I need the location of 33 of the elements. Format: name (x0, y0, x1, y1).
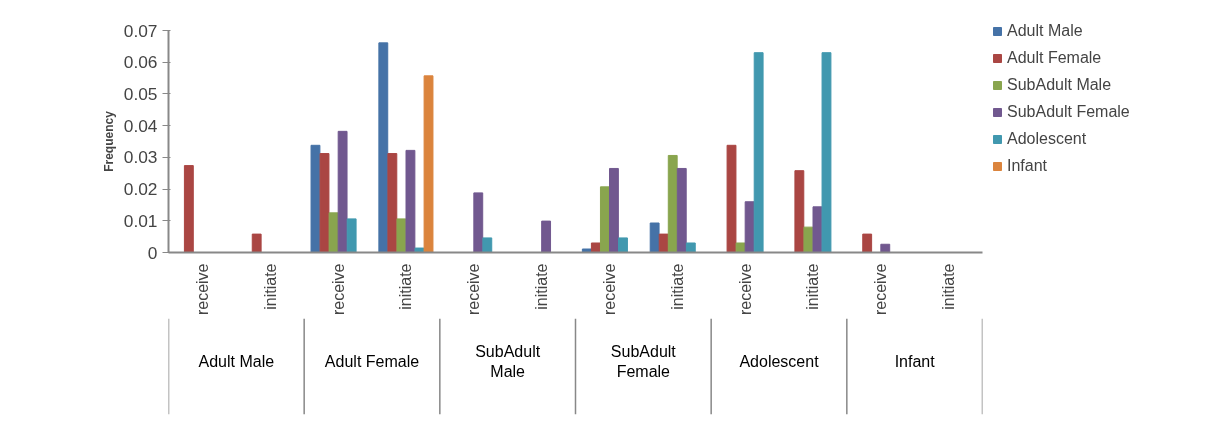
y-axis-title: Frequency (101, 110, 116, 172)
text: SubAdult Male (475, 343, 541, 381)
x-tick-label: receive (600, 263, 618, 316)
x-tick-label: initiate (533, 263, 551, 310)
y-tick-label: 0.05 (123, 83, 158, 104)
text: Adult Male (198, 353, 275, 371)
y-tick-label: 0.07 (123, 20, 158, 41)
x-tick-label: receive (193, 263, 211, 316)
legend-label: Adult Female (1007, 49, 1102, 67)
x-tick-label: initiate (940, 263, 958, 310)
x-tick-label: receive (329, 263, 347, 316)
legend-label: Adolescent (1007, 130, 1087, 148)
x-tick-label: initiate (804, 263, 822, 310)
text: Infant (894, 353, 936, 371)
y-tick-label: 0.01 (123, 210, 158, 231)
x-tick-label: initiate (668, 263, 686, 310)
x-tick-label: receive (465, 263, 483, 316)
legend-label: SubAdult Male (1007, 76, 1112, 94)
legend-label: SubAdult Female (1007, 103, 1130, 121)
x-tick-label: receive (872, 263, 890, 316)
y-tick-label: 0.06 (123, 52, 158, 73)
text: Adolescent (739, 353, 820, 371)
legend-label: Adult Male (1007, 22, 1083, 40)
x-tick-label: initiate (261, 263, 279, 310)
y-tick-label: 0 (147, 242, 158, 263)
x-tick-label: initiate (397, 263, 415, 310)
text: SubAdult Female (610, 343, 677, 381)
y-tick-label: 0.03 (123, 147, 158, 168)
text: Adult Female (324, 353, 420, 371)
y-tick-label: 0.04 (123, 115, 158, 136)
x-tick-label: receive (736, 263, 754, 316)
y-tick-label: 0.02 (123, 179, 158, 200)
legend-label: Infant (1007, 157, 1048, 175)
